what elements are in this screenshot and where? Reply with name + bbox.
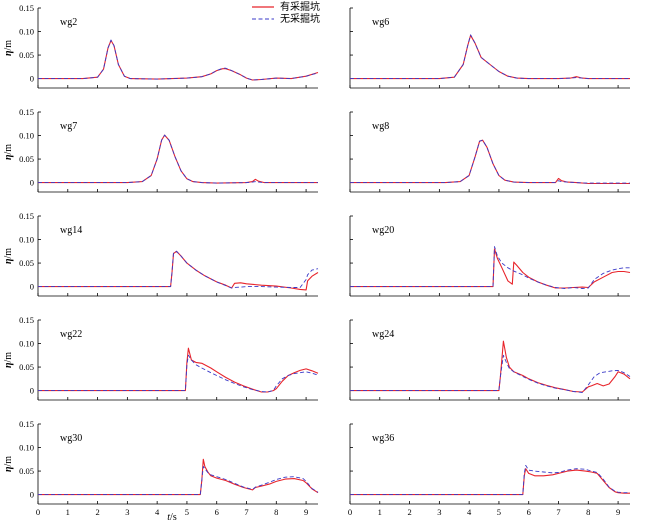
panel-wg36: 0 1 2 3 4 5 6 7 8 9 wg36 [348,423,630,517]
panel-wg20: wg20 [349,215,631,297]
x-tick-label: 5 [497,507,501,517]
panel-title: wg8 [372,121,389,132]
x-tick-label: 4 [467,507,472,517]
series-line-without-pit [38,134,318,184]
x-tick-label: 2 [407,507,411,517]
series-line-with-pit [38,134,318,184]
y-tick-label: 0.05 [19,466,34,476]
x-tick-label: 9 [304,507,308,517]
panel-grid: 0 0.05 0.10 0.15 wg2 η/m wg6 0 0.05 0.10 0.15 wg7 η/… [3,3,631,517]
panel-title: wg2 [60,17,77,28]
y-tick-label: 0.10 [19,235,34,245]
x-tick-label: 6 [527,507,531,517]
series-line-with-pit [350,340,631,393]
y-tick-label: 0 [30,282,34,292]
series-line-with-pit [38,347,319,393]
legend-label-without-pit: 无采掘坑 [280,12,320,25]
panel-title: wg14 [60,225,82,236]
series-line-with-pit [350,468,630,496]
y-tick-label: 0.10 [19,27,34,37]
series-line-with-pit [350,34,630,80]
series-line-with-pit [350,248,631,289]
series-line-without-pit [350,34,630,80]
y-tick-label: 0.15 [19,3,34,13]
series-line-without-pit [38,465,319,496]
panel-title: wg6 [372,17,389,28]
panel-wg24: wg24 [349,319,631,401]
panel-wg2: 0 0.05 0.10 0.15 wg2 η/m [3,3,319,89]
x-tick-label: 4 [155,507,160,517]
series-line-with-pit [350,139,630,185]
y-tick-label: 0.05 [19,362,34,372]
y-axis-label: η/m [3,456,14,472]
y-tick-label: 0.15 [19,107,34,117]
panel-wg30: 0 0.05 0.10 0.15 0 1 2 3 4 5 6 7 8 9 wg30 η/m [3,419,319,517]
x-tick-label: 1 [66,507,70,517]
x-tick-label: 0 [36,507,40,517]
y-tick-label: 0.10 [19,131,34,141]
panel-wg6: wg6 [349,7,630,89]
y-tick-label: 0 [30,386,34,396]
x-tick-label: 7 [556,507,560,517]
x-tick-label: 2 [95,507,99,517]
panel-title: wg7 [60,121,77,132]
y-axis-label: η/m [3,352,14,368]
series-line-without-pit [38,250,319,289]
series-line-with-pit [38,250,319,291]
x-tick-label: 0 [348,507,352,517]
x-tick-label: 8 [274,507,278,517]
y-tick-label: 0 [30,490,34,500]
y-tick-label: 0.15 [19,315,34,325]
panel-title: wg20 [372,225,394,236]
panel-wg22: 0 0.05 0.10 0.15 wg22 η/m [3,315,319,401]
panel-title: wg24 [372,329,394,340]
x-tick-label: 8 [586,507,590,517]
y-tick-label: 0.05 [19,258,34,268]
legend-label-with-pit: 有采掘坑 [280,0,320,13]
series-line-without-pit [350,139,630,184]
series-line-without-pit [38,39,319,81]
panel-title: wg36 [372,433,394,444]
series-line-without-pit [350,354,631,393]
x-axis-label: t/s [167,512,177,523]
series-line-with-pit [38,458,319,496]
y-tick-label: 0.15 [19,419,34,429]
x-tick-label: 7 [244,507,248,517]
legend: 有采掘坑 无采掘坑 [252,0,320,25]
x-tick-label: 3 [437,507,441,517]
y-tick-label: 0.15 [19,211,34,221]
x-tick-label: 9 [616,507,620,517]
y-tick-label: 0.10 [19,339,34,349]
x-tick-label: 1 [378,507,382,517]
y-axis-label: η/m [3,248,14,264]
series-line-without-pit [38,354,319,393]
series-line-without-pit [350,464,630,496]
y-axis-label: η/m [3,40,14,56]
panel-wg7: 0 0.05 0.10 0.15 wg7 η/m [3,107,318,193]
y-tick-label: 0 [30,74,34,84]
y-tick-label: 0.10 [19,443,34,453]
panel-wg8: wg8 [349,111,630,193]
series-line-with-pit [38,39,319,81]
y-tick-label: 0.05 [19,50,34,60]
x-tick-label: 5 [185,507,189,517]
panel-title: wg22 [60,329,82,340]
x-tick-label: 6 [215,507,219,517]
y-tick-label: 0.05 [19,154,34,164]
y-tick-label: 0 [30,178,34,188]
panel-wg14: 0 0.05 0.10 0.15 wg14 η/m [3,211,319,297]
panel-title: wg30 [60,433,82,444]
y-axis-label: η/m [3,144,14,160]
series-line-without-pit [350,246,630,289]
x-tick-label: 3 [125,507,129,517]
